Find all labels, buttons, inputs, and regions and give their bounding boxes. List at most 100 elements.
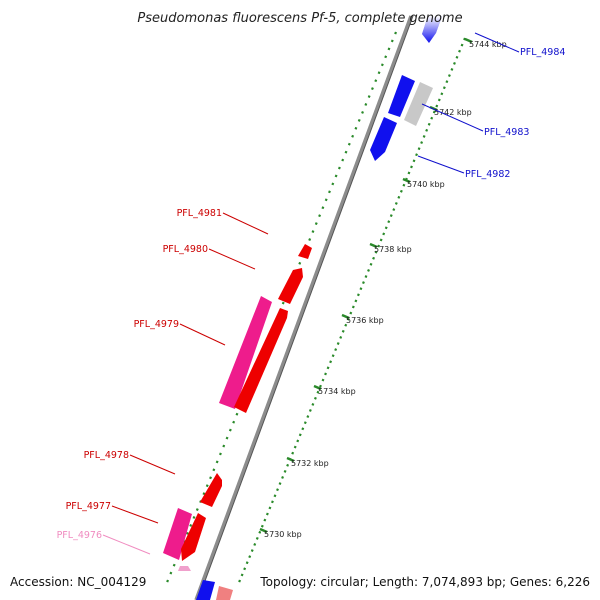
inner-track-dot — [212, 468, 216, 472]
inner-track-dot — [314, 222, 318, 226]
outer-track-dot — [397, 195, 401, 199]
outer-track-dot — [392, 208, 396, 211]
inner-track-dot — [374, 79, 378, 83]
outer-track-dot — [453, 61, 456, 65]
inner-track-dot — [189, 523, 193, 527]
gene-label-pfl-4984[interactable]: PFL_4984 — [520, 47, 565, 58]
inner-track-dot — [354, 126, 358, 130]
outer-track-dot — [349, 311, 353, 315]
inner-track-dot — [344, 150, 348, 154]
inner-track-dot — [347, 142, 351, 146]
outer-track-dot — [278, 482, 282, 486]
gene-feature-bottom-blue[interactable] — [196, 580, 215, 600]
inner-track-dot — [390, 39, 394, 43]
outer-track-dot — [316, 390, 320, 394]
inner-track-dot — [228, 428, 232, 432]
outer-track-dot — [301, 427, 305, 431]
gene-feature-bottom-salmon[interactable] — [216, 586, 233, 600]
inner-track-dot — [232, 420, 236, 424]
outer-track-dot — [268, 506, 272, 510]
outer-track-dot — [442, 86, 446, 90]
gene-feature-pfl-4980[interactable] — [278, 268, 303, 304]
gene-feature-pfl-4979-pink[interactable] — [219, 296, 272, 409]
outer-track-dot — [445, 80, 449, 84]
gene-feature-pfl-4979[interactable] — [234, 308, 288, 413]
outer-track-dot — [260, 524, 264, 528]
outer-track-dot — [265, 512, 269, 516]
inner-track-dot — [169, 571, 173, 575]
gene-feature-pfl-4982[interactable] — [370, 117, 397, 161]
outer-track-dot — [238, 579, 242, 583]
outer-track-dot — [313, 396, 317, 400]
outer-track-dot — [377, 244, 381, 248]
tick-marks: 5744 kbp 5742 kbp 5740 kbp 5738 kbp 5736 kbp… — [259, 37, 507, 539]
outer-track-dot — [364, 275, 368, 278]
outer-dotted-track — [238, 37, 467, 583]
gene-label-pfl-4983[interactable]: PFL_4983 — [484, 127, 529, 138]
outer-track-dot — [263, 518, 267, 522]
outer-track-dot — [311, 402, 315, 406]
outer-track-dot — [450, 68, 454, 71]
tick-mark — [464, 37, 473, 44]
outer-track-dot — [258, 530, 262, 534]
gene-feature-pfl-4983-b[interactable] — [404, 82, 433, 126]
inner-track-dot — [364, 103, 368, 106]
gene-feature-pfl-4977[interactable] — [181, 513, 206, 561]
inner-track-dot — [195, 508, 199, 511]
inner-track-dot — [209, 476, 212, 480]
gene-feature-pfl-4978[interactable] — [200, 473, 222, 507]
gene-label-pfl-4980[interactable]: PFL_4980 — [163, 244, 208, 255]
outer-track-dot — [291, 451, 295, 455]
inner-track-dot — [298, 261, 302, 265]
outer-track-dot — [399, 189, 403, 193]
gene-label-pfl-4978[interactable]: PFL_4978 — [84, 450, 129, 461]
outer-track-dot — [253, 543, 257, 546]
gene-leader-line — [111, 505, 159, 524]
gene-features — [163, 16, 442, 600]
tick-mark — [341, 313, 350, 320]
outer-track-dot — [367, 268, 370, 272]
gene-feature-pfl-4983[interactable] — [388, 75, 415, 117]
tick-label: 5736 kbp — [346, 316, 384, 325]
outer-track-dot — [334, 348, 338, 352]
outer-track-dot — [427, 122, 431, 126]
tick-mark — [286, 456, 295, 463]
genome-summary-text: Topology: circular; Length: 7,074,893 bp… — [259, 575, 590, 589]
inner-track-dot — [371, 87, 374, 91]
outer-track-dot — [271, 500, 274, 504]
inner-track-dot — [222, 444, 226, 448]
gene-feature-pfl-4984-highlight — [422, 16, 442, 43]
inner-track-dot — [225, 436, 229, 440]
inner-track-dot — [380, 63, 384, 67]
gene-label-pfl-4977[interactable]: PFL_4977 — [66, 501, 111, 512]
tick-label: 5740 kbp — [407, 180, 445, 189]
outer-track-dot — [432, 110, 436, 114]
outer-track-dot — [319, 384, 322, 388]
outer-track-dot — [339, 335, 343, 339]
gene-label-pfl-4981[interactable]: PFL_4981 — [177, 208, 222, 219]
outer-track-dot — [308, 409, 312, 412]
gene-label-pfl-4982[interactable]: PFL_4982 — [465, 169, 510, 180]
gene-label-pfl-4976[interactable]: PFL_4976 — [57, 530, 102, 541]
inner-track-dot — [384, 55, 388, 59]
inner-track-dot — [308, 238, 312, 241]
outer-track-dot — [273, 494, 277, 498]
outer-track-dot — [382, 232, 386, 236]
inner-track-dot — [166, 579, 170, 583]
inner-track-dot — [387, 47, 391, 51]
gene-feature-pfl-4981[interactable] — [298, 244, 312, 259]
outer-track-dot — [296, 439, 300, 443]
gene-feature-pfl-4976[interactable] — [178, 566, 191, 571]
outer-track-dot — [240, 573, 244, 577]
genome-backbone-shadow — [197, 15, 414, 600]
outer-track-dot — [326, 366, 330, 370]
outer-track-dot — [437, 98, 441, 102]
outer-track-dot — [248, 555, 252, 559]
gene-feature-pfl-4977-pink[interactable] — [163, 508, 192, 560]
gene-leader-line — [129, 454, 176, 475]
inner-track-dot — [367, 95, 371, 98]
gene-leader-line — [208, 248, 256, 270]
inner-track-dot — [202, 492, 206, 496]
gene-label-pfl-4979[interactable]: PFL_4979 — [134, 319, 179, 330]
outer-track-dot — [410, 165, 413, 169]
